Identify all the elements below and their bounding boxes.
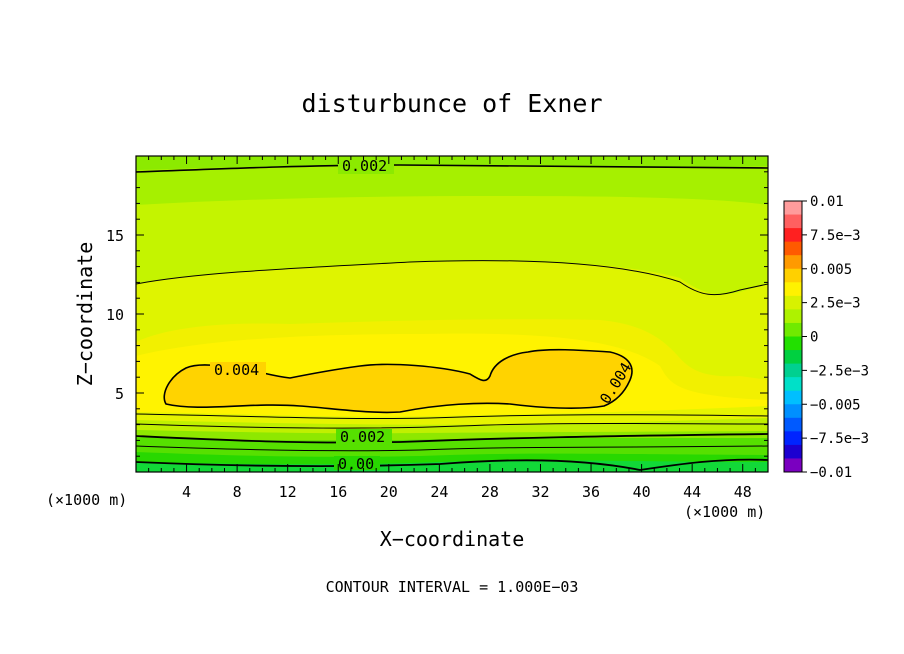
band-bottom [136,460,768,472]
x-tick-label: 12 [279,483,297,501]
colorbar-label: 0 [810,330,818,346]
contour-line [136,260,768,296]
contour-lines [136,164,768,471]
y-axis-title: Z−coordinate [73,242,97,387]
colorbar-swatch [784,282,802,297]
contour-label: 0.002 [342,157,387,175]
x-tick-label: 4 [182,483,191,501]
y-unit-label: (×1000 m) [46,491,127,509]
contour-line [136,413,768,420]
colorbar-swatch [784,309,802,324]
colorbar-label: 2.5e−3 [810,296,861,312]
colorbar-swatch [784,322,802,337]
colorbar-swatch [784,390,802,405]
colorbar-label: −0.01 [810,465,852,481]
contour-label: 0.00 [338,455,374,473]
x-tick-label: 24 [430,483,448,501]
contour-line [136,164,768,173]
colorbar-swatch [784,350,802,365]
colorbar [783,200,807,473]
x-tick-label: 48 [734,483,752,501]
colorbar-swatch [784,458,802,473]
plot-area: 0.002 0.004 0.004 0.002 0.00 [136,156,768,473]
colorbar-label: −2.5e−3 [810,363,869,379]
colorbar-label: 0.01 [810,194,844,210]
colorbar-labels: 0.01 7.5e−3 0.005 2.5e−3 0 −2.5e−3 −0.005 −7.5e… [810,194,869,481]
x-unit-label: (×1000 m) [684,503,765,521]
x-tick-label: 16 [329,483,347,501]
colorbar-label: 0.005 [810,262,852,278]
colorbar-label: −7.5e−3 [810,431,869,447]
y-tick-label: 10 [106,306,124,324]
x-tick-label: 44 [683,483,701,501]
x-tick-label: 28 [481,483,499,501]
colorbar-swatch [784,363,802,378]
chart-title: disturbunce of Exner [301,89,602,118]
colorbar-swatch [784,268,802,283]
x-tick-label: 32 [531,483,549,501]
contour-line [136,458,768,471]
colorbar-swatch [784,431,802,446]
colorbar-swatch [784,241,802,256]
band-top-edge [136,156,768,170]
contour-line [136,423,768,429]
x-tick-label: 36 [582,483,600,501]
contour-line [136,433,768,444]
x-tick-labels: 4 8 12 16 20 24 28 32 36 40 44 48 [182,483,752,501]
colorbar-swatch [784,377,802,392]
colorbar-swatch [784,228,802,243]
y-tick-labels: 5 10 15 [106,227,124,403]
colorbar-swatch [784,417,802,432]
colorbar-swatch [784,444,802,459]
axis-ticks [136,156,768,472]
contour-line [136,445,768,452]
colorbar-swatch [784,201,802,216]
contour-label: 0.004 [214,361,259,379]
colorbar-label: 7.5e−3 [810,228,861,244]
colorbar-swatch [784,336,802,351]
colorbar-swatch [784,255,802,270]
contour-label: 0.002 [340,428,385,446]
region-0004 [163,348,633,414]
y-tick-label: 5 [115,385,124,403]
colorbar-label: −0.005 [810,397,861,413]
colorbar-swatch [784,404,802,419]
x-axis-title: X−coordinate [380,527,525,551]
x-tick-label: 8 [233,483,242,501]
colorbar-swatch [784,295,802,310]
x-tick-label: 40 [633,483,651,501]
y-tick-label: 15 [106,227,124,245]
x-tick-label: 20 [380,483,398,501]
contour-interval-note: CONTOUR INTERVAL = 1.000E−03 [326,578,579,596]
colorbar-swatch [784,214,802,229]
